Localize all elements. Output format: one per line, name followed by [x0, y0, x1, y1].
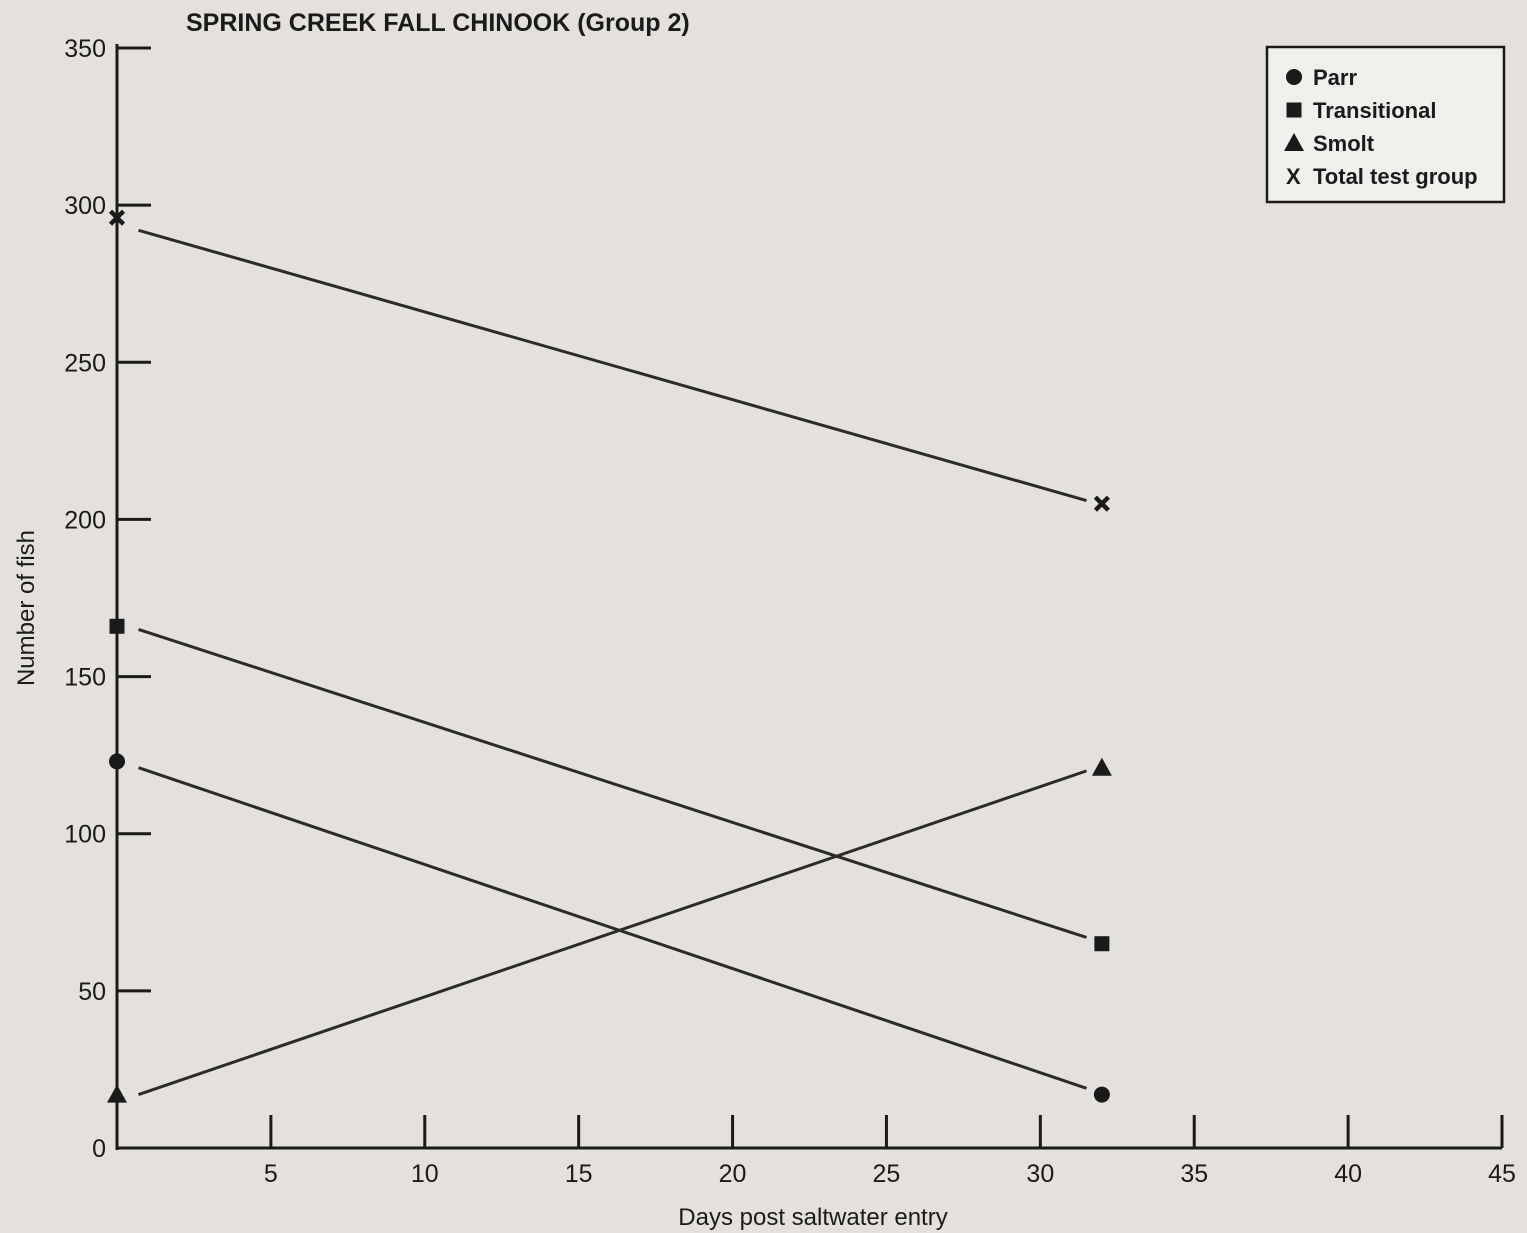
chart-title: SPRING CREEK FALL CHINOOK (Group 2)	[186, 9, 690, 37]
series-lines	[138, 228, 1087, 1096]
legend-label-smolt: Smolt	[1313, 131, 1375, 156]
x-tick-label: 40	[1334, 1160, 1362, 1188]
legend-label-total-test-group: Total test group	[1313, 164, 1478, 189]
y-tick-label: 200	[64, 506, 106, 534]
y-tick-label: 300	[64, 192, 106, 220]
data-point-transitional	[1094, 936, 1110, 952]
legend-marker-transitional	[1286, 102, 1302, 118]
y-tick-label: 50	[78, 978, 106, 1006]
y-ticks: 0 50 100 150 200 250 300 350	[64, 35, 151, 1163]
x-marker-stroke	[1093, 495, 1110, 512]
legend-marker-smolt	[1284, 133, 1304, 151]
x-tick-label: 20	[719, 1160, 747, 1188]
legend: Parr Transitional Smolt X Total test group	[1265, 45, 1506, 204]
x-axis-label: Days post saltwater entry	[678, 1204, 947, 1231]
x-tick-label: 5	[264, 1160, 278, 1188]
legend-box	[1265, 45, 1506, 204]
legend-label-transitional: Transitional	[1313, 98, 1436, 123]
data-point-smolt	[1091, 757, 1112, 776]
x-marker-stroke	[108, 209, 126, 226]
legend-marker-total-test-group: X	[1286, 164, 1301, 189]
series-line-total-test-group	[138, 228, 1087, 503]
x-tick-label: 15	[565, 1160, 593, 1188]
x-tick-label: 35	[1180, 1160, 1208, 1188]
data-point-parr	[109, 753, 125, 770]
series-line-transitional	[138, 628, 1087, 939]
data-point-total-test-group	[108, 209, 126, 226]
y-tick-label: 350	[64, 35, 106, 63]
x-tick-label: 25	[873, 1160, 901, 1188]
y-tick-label: 250	[64, 349, 106, 377]
legend-label-parr: Parr	[1313, 65, 1357, 90]
series-markers	[107, 209, 1112, 1103]
y-axis-label: Number of fish	[13, 530, 40, 686]
y-tick-label: 0	[92, 1135, 106, 1163]
data-point-smolt	[107, 1084, 127, 1103]
data-point-total-test-group	[1093, 495, 1110, 512]
y-tick-label: 150	[64, 664, 106, 692]
series-line-parr	[138, 766, 1087, 1090]
x-tick-label: 30	[1026, 1160, 1054, 1188]
x-tick-label: 45	[1488, 1160, 1516, 1188]
data-point-transitional	[109, 618, 125, 634]
x-tick-label: 10	[411, 1160, 439, 1188]
series-line-smolt	[138, 769, 1087, 1096]
axes	[115, 44, 1502, 1150]
data-point-parr	[1093, 1086, 1110, 1103]
y-tick-label: 100	[64, 821, 106, 849]
legend-marker-parr	[1286, 69, 1302, 85]
x-ticks: 5 10 15 20 25 30 35 40 45	[264, 1115, 1516, 1188]
